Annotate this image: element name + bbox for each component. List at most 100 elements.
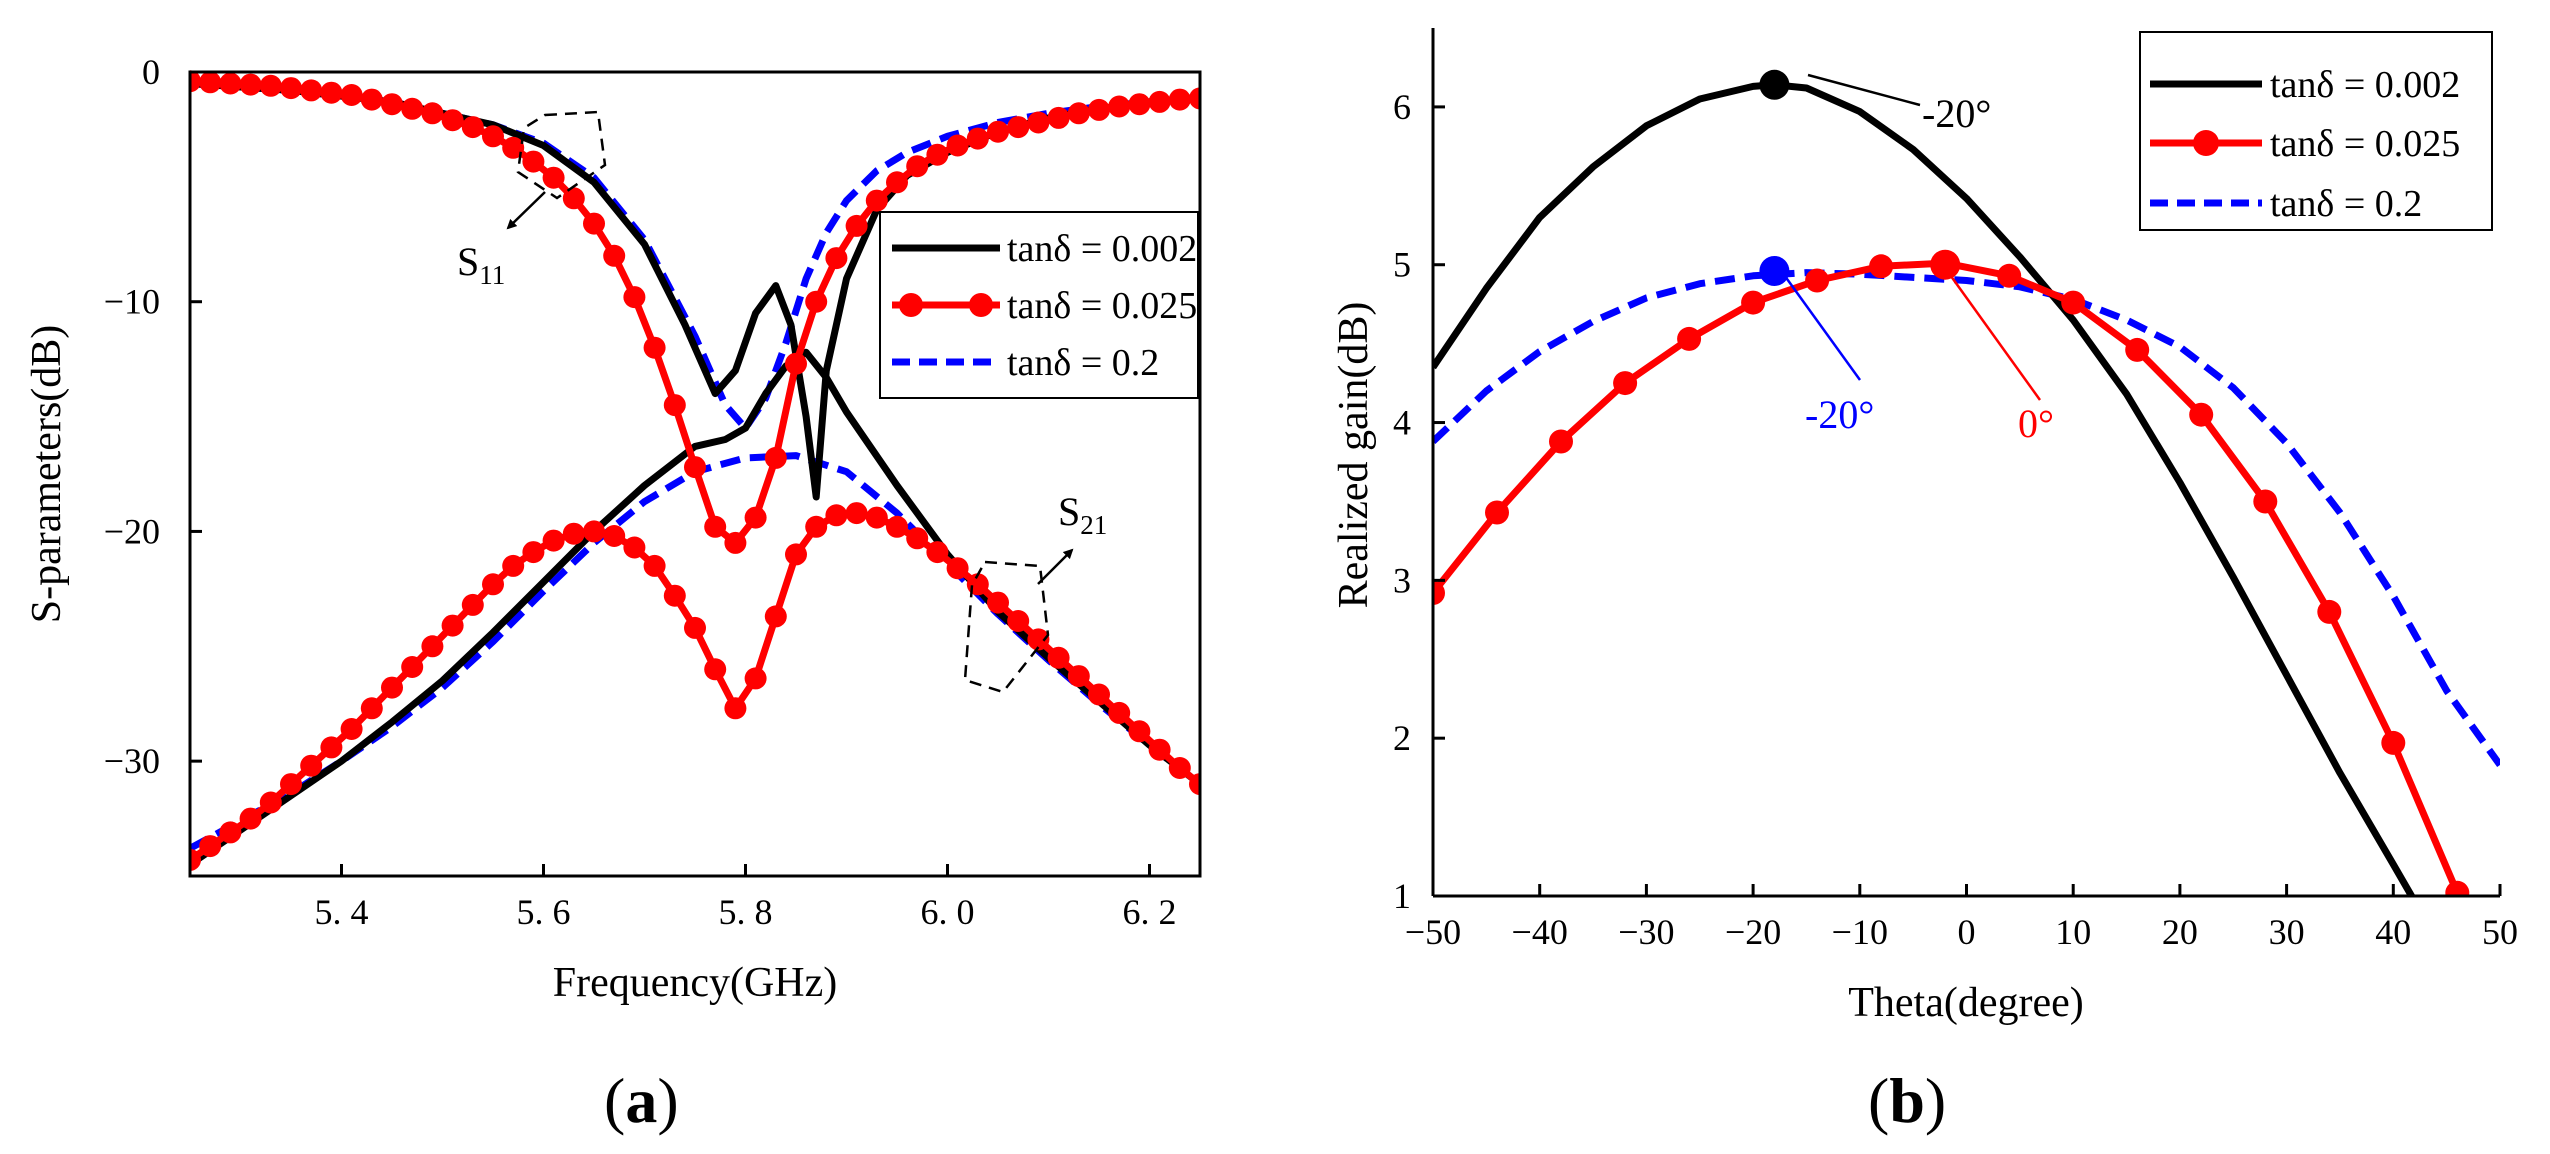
chart-b-ytick-label-4: 5 — [1393, 245, 1411, 285]
chart-a-series-3-point-11 — [401, 656, 424, 678]
chart-b-xtick-label-1: −40 — [1512, 912, 1568, 952]
chart-a-series-3-point-20 — [583, 520, 605, 543]
chart-b-ytick-label-5: 6 — [1393, 87, 1411, 127]
s21-annotation-sub: 21 — [1080, 510, 1107, 540]
chart-a-series-2-point-25 — [684, 456, 706, 479]
chart-a-xtick-label-4: 6. 2 — [1123, 892, 1177, 932]
chart-a-legend: tanδ = 0.002 tanδ = 0.025 tanδ = 0.2 — [879, 211, 1199, 399]
annot-black-text: -20° — [1922, 91, 1991, 136]
s11-annotation-sub: 11 — [479, 260, 505, 290]
chart-a-series-2-point-35 — [886, 171, 908, 194]
chart-a-legend-label-1: tanδ = 0.025 — [1007, 285, 1197, 327]
chart-a-series-2-point-7 — [320, 81, 343, 104]
chart-a-series-2-point-33 — [845, 214, 868, 237]
chart-b-annotations: -20° -20° 0° — [1759, 69, 2054, 446]
annot-blue-line — [1780, 271, 1862, 381]
chart-a-series-3-point-5 — [280, 773, 302, 796]
chart-b-series-1-point-9 — [1997, 263, 2022, 288]
chart-a-legend-marker-1b — [969, 293, 993, 317]
chart-a-series-3-point-19 — [562, 522, 585, 545]
s21-arrow — [1037, 548, 1074, 585]
chart-a-ylabel: S-parameters(dB) — [24, 325, 70, 624]
chart-a-series-2-point-44 — [1067, 102, 1090, 125]
chart-b-ticks: −50 −40 −30 −20 −10 0 10 20 30 40 50 1 2 3 4 5 6 — [1393, 87, 2518, 952]
chart-a-series-3-point-4 — [259, 791, 282, 814]
chart-a-series-2-point-11 — [401, 97, 424, 120]
chart-b-legend-box — [2139, 31, 2493, 231]
chart-a-ytick-label-0: 0 — [142, 52, 160, 92]
chart-b-ytick-label-3: 4 — [1393, 403, 1411, 443]
chart-a-series-3-point-7 — [320, 736, 343, 759]
chart-a-series-3-point-41 — [1007, 610, 1030, 632]
annot-red-line — [1946, 271, 2042, 401]
chart-b-series-1-point-0 — [1433, 581, 1445, 605]
chart-a-series-3-point-43 — [1047, 646, 1070, 669]
chart-b-xtick-label-5: 0 — [1958, 912, 1976, 952]
chart-a-series-3-point-21 — [603, 525, 626, 547]
chart-a-series-2-point-29 — [764, 446, 787, 469]
chart-b-xtick-label-10: 50 — [2482, 912, 2518, 952]
chart-a-series-2-point-4 — [259, 74, 282, 97]
chart-a-series-2-point-24 — [663, 394, 686, 417]
chart-b-xtick-label-4: −10 — [1832, 912, 1888, 952]
chart-b-series-1-point-14 — [2317, 599, 2342, 624]
chart-a-series-3-point-35 — [886, 515, 908, 538]
chart-a-series-3-point-28 — [744, 667, 767, 690]
chart-a-series-3-point-18 — [542, 529, 565, 552]
chart-a-series-2-point-41 — [1007, 116, 1030, 139]
chart-a-series-2-point-10 — [381, 93, 403, 116]
chart-a-series-2-point-3 — [239, 73, 262, 96]
chart-a-series-3-point-15 — [482, 573, 504, 596]
chart-b-series-1-point-4 — [1677, 326, 1702, 351]
chart-b-series-1-point-11 — [2125, 337, 2150, 362]
chart-a-series-2-point-14 — [461, 116, 484, 139]
chart-a-series-2-point-9 — [360, 88, 383, 111]
chart-a-series-3-point-16 — [502, 554, 525, 577]
chart-a-series-2-point-50 — [1189, 87, 1200, 110]
chart-b-legend-label-0: tanδ = 0.002 — [2270, 64, 2460, 106]
chart-a-series-3-point-45 — [1088, 683, 1110, 706]
chart-a-series-3-point-30 — [785, 543, 807, 566]
chart-a-series-3-point-34 — [865, 506, 888, 529]
s21-annotation-base: S — [1058, 489, 1080, 534]
chart-a-series-2-point-46 — [1108, 95, 1131, 118]
chart-b-series-line-2 — [1433, 269, 2500, 768]
chart-a-series-3-point-6 — [300, 754, 323, 777]
chart-b-series-1-point-1 — [1485, 500, 1509, 525]
chart-a-legend-marker-1 — [899, 293, 923, 317]
chart-a-series-3-point-44 — [1067, 665, 1090, 688]
chart-b-xtick-label-6: 10 — [2055, 912, 2091, 952]
chart-a-series-2-point-1 — [199, 71, 222, 94]
chart-a-xtick-label-0: 5. 4 — [315, 892, 369, 932]
chart-a-series-3-point-1 — [199, 835, 222, 858]
chart-b-series-1-point-7 — [1869, 254, 1894, 279]
chart-a: 5. 4 5. 6 5. 8 6. 0 6. 2 0 −10 −20 −30 Frequency… — [24, 52, 1202, 1136]
chart-a-series-2-point-32 — [825, 247, 848, 270]
chart-a-series-2-point-6 — [300, 79, 323, 102]
chart-a-series-3-point-14 — [461, 593, 484, 616]
s11-arrow — [506, 191, 546, 230]
chart-b-xtick-label-2: −30 — [1618, 912, 1674, 952]
chart-b-series-1-point-13 — [2253, 489, 2278, 514]
chart-b-series-1-point-5 — [1741, 290, 1766, 315]
annot-black-line — [1807, 73, 1921, 107]
chart-a-series-2-point-27 — [724, 531, 747, 554]
chart-a-series-3-point-9 — [360, 697, 383, 720]
chart-a-series-3-point-49 — [1168, 757, 1191, 779]
chart-a-series-2-point-16 — [502, 136, 525, 159]
chart-b-ylabel: Realized gain(dB) — [1331, 302, 1377, 609]
chart-a-series-2-point-5 — [280, 77, 302, 100]
annot-red-text: 0° — [2018, 401, 2054, 446]
chart-b-xtick-label-8: 30 — [2269, 912, 2305, 952]
chart-b-series-1-point-12 — [2189, 402, 2214, 427]
chart-b-ytick-label-0: 1 — [1393, 876, 1411, 916]
chart-a-series-2-point-20 — [583, 212, 605, 235]
chart-a-series-3-point-40 — [987, 591, 1009, 614]
chart-a-series-3-point-27 — [724, 697, 747, 720]
chart-a-series-3-point-2 — [219, 821, 242, 844]
chart-a-series-2-point-13 — [441, 109, 464, 132]
chart-a-series-2-point-43 — [1047, 106, 1070, 129]
chart-a-xlabel: Frequency(GHz) — [553, 960, 838, 1006]
panel-label-b-letter: b — [1889, 1065, 1925, 1136]
